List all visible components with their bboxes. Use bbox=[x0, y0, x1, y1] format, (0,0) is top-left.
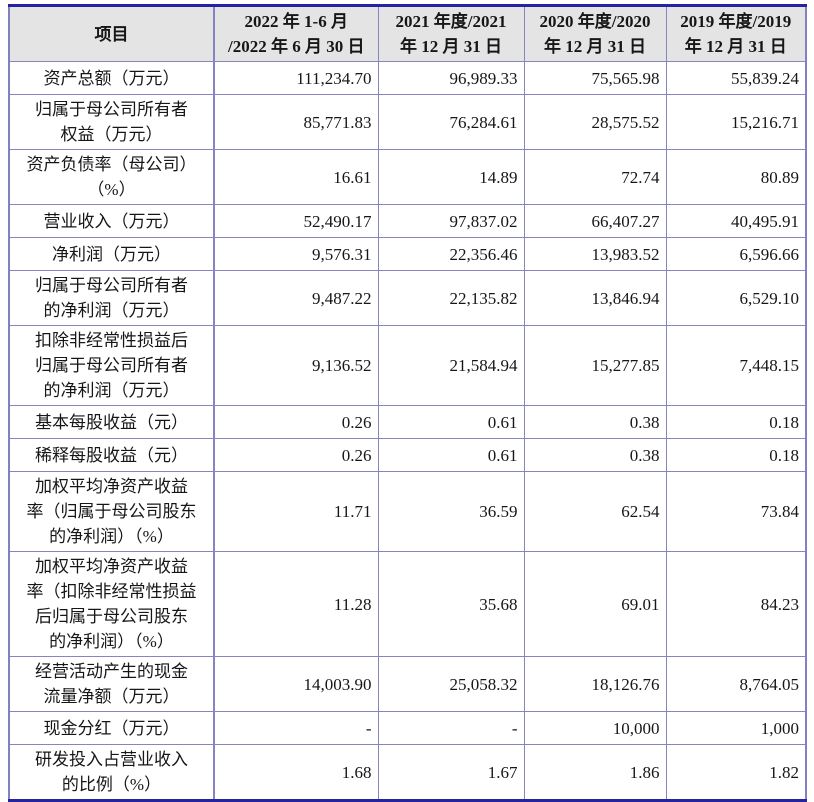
cell-value: 1,000 bbox=[665, 711, 807, 745]
cell-value: 8,764.05 bbox=[665, 656, 807, 712]
table-row-parent-net-profit: 归属于母公司所有者 的净利润（万元） 9,487.22 22,135.82 13… bbox=[8, 270, 807, 326]
cell-value: 62.54 bbox=[523, 471, 667, 552]
table-row-operating-cashflow: 经营活动产生的现金 流量净额（万元） 14,003.90 25,058.32 1… bbox=[8, 656, 807, 712]
column-header-2019: 2019 年度/2019 年 12 月 31 日 bbox=[665, 5, 807, 62]
cell-value: 73.84 bbox=[665, 471, 807, 552]
cell-value: 7,448.15 bbox=[665, 325, 807, 406]
cell-value: 0.61 bbox=[377, 405, 525, 439]
column-header-2021: 2021 年度/2021 年 12 月 31 日 bbox=[377, 5, 525, 62]
column-header-2022: 2022 年 1-6 月 /2022 年 6 月 30 日 bbox=[213, 5, 379, 62]
cell-value: 22,135.82 bbox=[377, 270, 525, 326]
cell-value: 69.01 bbox=[523, 551, 667, 657]
table-row-diluted-eps: 稀释每股收益（元） 0.26 0.61 0.38 0.18 bbox=[8, 438, 807, 472]
table-row-revenue: 营业收入（万元） 52,490.17 97,837.02 66,407.27 4… bbox=[8, 204, 807, 238]
cell-value: 22,356.46 bbox=[377, 237, 525, 271]
table-row-basic-eps: 基本每股收益（元） 0.26 0.61 0.38 0.18 bbox=[8, 405, 807, 439]
row-label: 净利润（万元） bbox=[8, 237, 215, 271]
row-label: 稀释每股收益（元） bbox=[8, 438, 215, 472]
cell-value: 85,771.83 bbox=[213, 94, 379, 150]
cell-value: 13,846.94 bbox=[523, 270, 667, 326]
cell-value: 0.61 bbox=[377, 438, 525, 472]
cell-value: 0.18 bbox=[665, 405, 807, 439]
cell-value: 25,058.32 bbox=[377, 656, 525, 712]
cell-value: 72.74 bbox=[523, 149, 667, 205]
table-body: 资产总额（万元） 111,234.70 96,989.33 75,565.98 … bbox=[8, 61, 807, 801]
cell-value: 1.86 bbox=[523, 744, 667, 801]
row-label: 扣除非经常性损益后 归属于母公司所有者 的净利润（万元） bbox=[8, 325, 215, 406]
row-label: 资产总额（万元） bbox=[8, 61, 215, 95]
cell-value: 111,234.70 bbox=[213, 61, 379, 95]
cell-value: 14.89 bbox=[377, 149, 525, 205]
table-row-rd-ratio: 研发投入占营业收入 的比例（%） 1.68 1.67 1.86 1.82 bbox=[8, 744, 807, 801]
table-row-weighted-roe-deducted: 加权平均净资产收益 率（扣除非经常性损益 后归属于母公司股东 的净利润）（%） … bbox=[8, 551, 807, 657]
table-row-weighted-roe: 加权平均净资产收益 率（归属于母公司股东 的净利润）（%） 11.71 36.5… bbox=[8, 471, 807, 552]
cell-value: 96,989.33 bbox=[377, 61, 525, 95]
cell-value: 13,983.52 bbox=[523, 237, 667, 271]
cell-value: - bbox=[377, 711, 525, 745]
cell-value: 66,407.27 bbox=[523, 204, 667, 238]
cell-value: 35.68 bbox=[377, 551, 525, 657]
cell-value: 11.28 bbox=[213, 551, 379, 657]
cell-value: 28,575.52 bbox=[523, 94, 667, 150]
row-label: 加权平均净资产收益 率（归属于母公司股东 的净利润）（%） bbox=[8, 471, 215, 552]
column-header-item: 项目 bbox=[8, 5, 215, 62]
cell-value: 97,837.02 bbox=[377, 204, 525, 238]
cell-value: 1.68 bbox=[213, 744, 379, 801]
cell-value: 40,495.91 bbox=[665, 204, 807, 238]
cell-value: 21,584.94 bbox=[377, 325, 525, 406]
cell-value: 9,576.31 bbox=[213, 237, 379, 271]
row-label: 经营活动产生的现金 流量净额（万元） bbox=[8, 656, 215, 712]
row-label: 现金分红（万元） bbox=[8, 711, 215, 745]
table-row-debt-ratio: 资产负债率（母公司） （%） 16.61 14.89 72.74 80.89 bbox=[8, 149, 807, 205]
cell-value: 80.89 bbox=[665, 149, 807, 205]
cell-value: 55,839.24 bbox=[665, 61, 807, 95]
financial-indicators-table: 项目 2022 年 1-6 月 /2022 年 6 月 30 日 2021 年度… bbox=[8, 4, 807, 802]
cell-value: 1.82 bbox=[665, 744, 807, 801]
cell-value: 0.38 bbox=[523, 438, 667, 472]
row-label: 研发投入占营业收入 的比例（%） bbox=[8, 744, 215, 801]
cell-value: 16.61 bbox=[213, 149, 379, 205]
cell-value: 52,490.17 bbox=[213, 204, 379, 238]
table-row-net-profit: 净利润（万元） 9,576.31 22,356.46 13,983.52 6,5… bbox=[8, 237, 807, 271]
cell-value: 0.38 bbox=[523, 405, 667, 439]
row-label: 资产负债率（母公司） （%） bbox=[8, 149, 215, 205]
cell-value: 36.59 bbox=[377, 471, 525, 552]
cell-value: 10,000 bbox=[523, 711, 667, 745]
financial-table-container: 项目 2022 年 1-6 月 /2022 年 6 月 30 日 2021 年度… bbox=[8, 4, 807, 802]
cell-value: 9,136.52 bbox=[213, 325, 379, 406]
row-label: 加权平均净资产收益 率（扣除非经常性损益 后归属于母公司股东 的净利润）（%） bbox=[8, 551, 215, 657]
cell-value: 0.18 bbox=[665, 438, 807, 472]
cell-value: 15,277.85 bbox=[523, 325, 667, 406]
cell-value: 0.26 bbox=[213, 438, 379, 472]
cell-value: 15,216.71 bbox=[665, 94, 807, 150]
cell-value: 6,596.66 bbox=[665, 237, 807, 271]
cell-value: 9,487.22 bbox=[213, 270, 379, 326]
cell-value: 14,003.90 bbox=[213, 656, 379, 712]
column-header-2020: 2020 年度/2020 年 12 月 31 日 bbox=[523, 5, 667, 62]
table-row-total-assets: 资产总额（万元） 111,234.70 96,989.33 75,565.98 … bbox=[8, 61, 807, 95]
table-row-cash-dividend: 现金分红（万元） - - 10,000 1,000 bbox=[8, 711, 807, 745]
cell-value: 76,284.61 bbox=[377, 94, 525, 150]
cell-value: 11.71 bbox=[213, 471, 379, 552]
row-label: 归属于母公司所有者 的净利润（万元） bbox=[8, 270, 215, 326]
cell-value: 84.23 bbox=[665, 551, 807, 657]
cell-value: 18,126.76 bbox=[523, 656, 667, 712]
table-header: 项目 2022 年 1-6 月 /2022 年 6 月 30 日 2021 年度… bbox=[8, 5, 807, 62]
cell-value: - bbox=[213, 711, 379, 745]
cell-value: 75,565.98 bbox=[523, 61, 667, 95]
cell-value: 0.26 bbox=[213, 405, 379, 439]
row-label: 归属于母公司所有者 权益（万元） bbox=[8, 94, 215, 150]
header-row: 项目 2022 年 1-6 月 /2022 年 6 月 30 日 2021 年度… bbox=[8, 5, 807, 62]
cell-value: 1.67 bbox=[377, 744, 525, 801]
cell-value: 6,529.10 bbox=[665, 270, 807, 326]
row-label: 营业收入（万元） bbox=[8, 204, 215, 238]
row-label: 基本每股收益（元） bbox=[8, 405, 215, 439]
table-row-parent-equity: 归属于母公司所有者 权益（万元） 85,771.83 76,284.61 28,… bbox=[8, 94, 807, 150]
table-row-deducted-net-profit: 扣除非经常性损益后 归属于母公司所有者 的净利润（万元） 9,136.52 21… bbox=[8, 325, 807, 406]
